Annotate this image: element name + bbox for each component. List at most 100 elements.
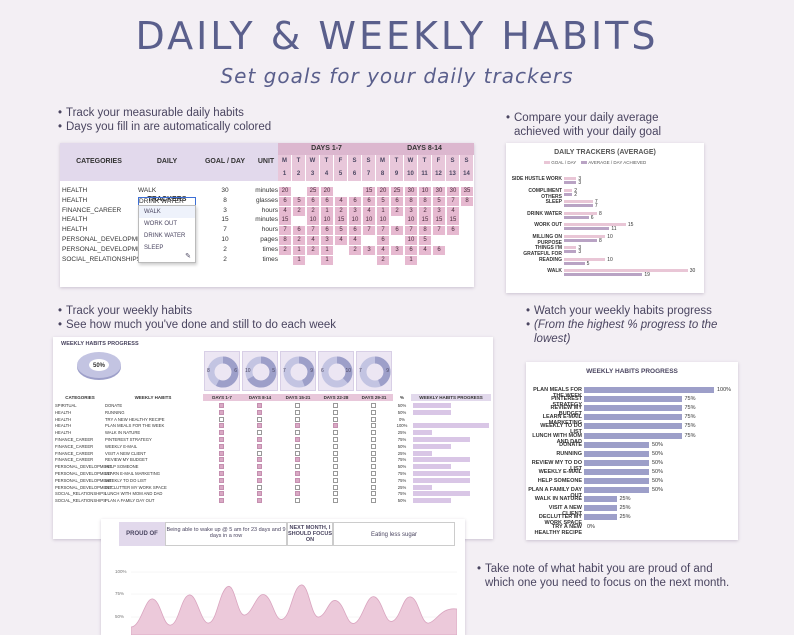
week-checkbox[interactable] (219, 457, 224, 463)
day-value-cell[interactable]: 2 (307, 206, 319, 216)
week-checkbox[interactable] (333, 498, 338, 504)
habit-cell[interactable]: VISIT A NEW CLIENT (105, 450, 146, 456)
day-value-cell[interactable]: 10 (405, 216, 417, 226)
day-value-cell[interactable]: 7 (405, 226, 417, 236)
day-value-cell[interactable]: 4 (335, 196, 347, 206)
category-cell[interactable]: PERSONAL_DEVELOPMENT (62, 245, 151, 253)
day-value-cell[interactable]: 20 (321, 187, 333, 196)
day-value-cell[interactable]: 20 (279, 187, 291, 196)
day-value-cell[interactable]: 6 (391, 196, 403, 206)
week-checkbox[interactable] (257, 423, 262, 429)
day-value-cell[interactable]: 10 (321, 216, 333, 226)
week-checkbox[interactable] (257, 430, 262, 436)
week-checkbox[interactable] (295, 450, 300, 456)
week-checkbox[interactable] (257, 491, 262, 497)
week-checkbox[interactable] (371, 491, 376, 497)
day-value-cell[interactable]: 5 (335, 226, 347, 236)
day-value-cell[interactable] (433, 236, 445, 245)
week-checkbox[interactable] (371, 484, 376, 490)
day-value-cell[interactable]: 6 (405, 245, 417, 255)
week-checkbox[interactable] (295, 443, 300, 449)
day-value-cell[interactable]: 3 (349, 206, 361, 216)
category-cell[interactable]: HEALTH (62, 216, 88, 224)
day-value-cell[interactable] (279, 255, 291, 265)
day-value-cell[interactable]: 2 (279, 245, 291, 255)
day-value-cell[interactable] (447, 236, 459, 245)
day-value-cell[interactable]: 1 (377, 206, 389, 216)
week-checkbox[interactable] (371, 457, 376, 463)
category-cell[interactable]: FINANCE_CAREER (55, 450, 94, 456)
day-value-cell[interactable]: 30 (447, 187, 459, 196)
week-checkbox[interactable] (257, 450, 262, 456)
day-value-cell[interactable]: 3 (363, 245, 375, 255)
day-value-cell[interactable] (349, 255, 361, 265)
week-checkbox[interactable] (333, 484, 338, 490)
category-cell[interactable]: SPIRITUAL (55, 403, 77, 408)
day-value-cell[interactable] (447, 245, 459, 255)
week-checkbox[interactable] (371, 443, 376, 449)
day-value-cell[interactable]: 7 (279, 226, 291, 236)
week-checkbox[interactable] (257, 477, 262, 483)
day-value-cell[interactable]: 10 (377, 216, 389, 226)
pencil-icon[interactable]: ✎ (185, 253, 191, 260)
focus-text[interactable]: Eating less sugar (333, 522, 455, 546)
day-value-cell[interactable]: 6 (349, 196, 361, 206)
week-checkbox[interactable] (371, 423, 376, 429)
day-value-cell[interactable]: 7 (433, 226, 445, 236)
week-checkbox[interactable] (371, 464, 376, 470)
day-value-cell[interactable]: 6 (391, 226, 403, 236)
category-cell[interactable]: PERSONAL_DEVELOPMENT (55, 471, 112, 476)
category-cell[interactable]: PERSONAL_DEVELOPMENT (62, 236, 151, 243)
habit-cell[interactable]: WEEKLY TO DO LIST (105, 477, 147, 483)
week-checkbox[interactable] (333, 450, 338, 456)
week-checkbox[interactable] (333, 491, 338, 497)
tracker-dropdown[interactable]: WALK WORK OUT DRINK WATER SLEEP ✎ (138, 205, 196, 263)
day-value-cell[interactable]: 8 (405, 196, 417, 206)
week-checkbox[interactable] (257, 457, 262, 463)
day-value-cell[interactable]: 15 (335, 216, 347, 226)
day-value-cell[interactable]: 10 (307, 216, 319, 226)
week-checkbox[interactable] (333, 403, 338, 408)
day-value-cell[interactable] (433, 255, 445, 265)
week-checkbox[interactable] (295, 477, 300, 483)
week-checkbox[interactable] (333, 477, 338, 483)
week-checkbox[interactable] (333, 471, 338, 476)
day-value-cell[interactable]: 8 (279, 236, 291, 245)
day-value-cell[interactable]: 1 (321, 206, 333, 216)
week-checkbox[interactable] (257, 471, 262, 476)
day-value-cell[interactable]: 25 (307, 187, 319, 196)
day-value-cell[interactable]: 8 (419, 196, 431, 206)
tracker-cell[interactable]: WALK (138, 187, 157, 194)
habit-cell[interactable]: HELP SOMEONE (105, 464, 139, 470)
week-checkbox[interactable] (371, 471, 376, 476)
day-value-cell[interactable]: 2 (307, 245, 319, 255)
day-value-cell[interactable]: 15 (447, 216, 459, 226)
day-value-cell[interactable] (461, 216, 473, 226)
week-checkbox[interactable] (257, 498, 262, 504)
day-value-cell[interactable]: 25 (391, 187, 403, 196)
day-value-cell[interactable]: 6 (363, 196, 375, 206)
day-value-cell[interactable]: 6 (321, 196, 333, 206)
week-checkbox[interactable] (371, 403, 376, 408)
category-cell[interactable]: SOCIAL_RELATIONSHIPS (62, 255, 141, 263)
day-value-cell[interactable]: 1 (321, 245, 333, 255)
day-value-cell[interactable]: 6 (349, 226, 361, 236)
habit-cell[interactable]: TRY A NEW HEALTHY RECIPE (105, 416, 165, 422)
habit-cell[interactable]: PINTEREST STRATEGY (105, 437, 152, 442)
day-value-cell[interactable] (391, 216, 403, 226)
day-value-cell[interactable]: 2 (293, 206, 305, 216)
category-cell[interactable]: HEALTH (55, 409, 72, 415)
week-checkbox[interactable] (371, 409, 376, 415)
day-value-cell[interactable] (461, 236, 473, 245)
habit-cell[interactable]: DECLUTTER MY WORK SPACE (105, 484, 167, 490)
day-value-cell[interactable] (349, 187, 361, 196)
day-value-cell[interactable]: 6 (447, 226, 459, 236)
week-checkbox[interactable] (295, 498, 300, 504)
category-cell[interactable]: HEALTH (55, 423, 72, 429)
day-value-cell[interactable]: 4 (279, 206, 291, 216)
day-value-cell[interactable] (391, 255, 403, 265)
day-value-cell[interactable]: 4 (335, 236, 347, 245)
day-value-cell[interactable] (461, 226, 473, 236)
day-value-cell[interactable]: 3 (405, 206, 417, 216)
day-value-cell[interactable]: 15 (419, 216, 431, 226)
